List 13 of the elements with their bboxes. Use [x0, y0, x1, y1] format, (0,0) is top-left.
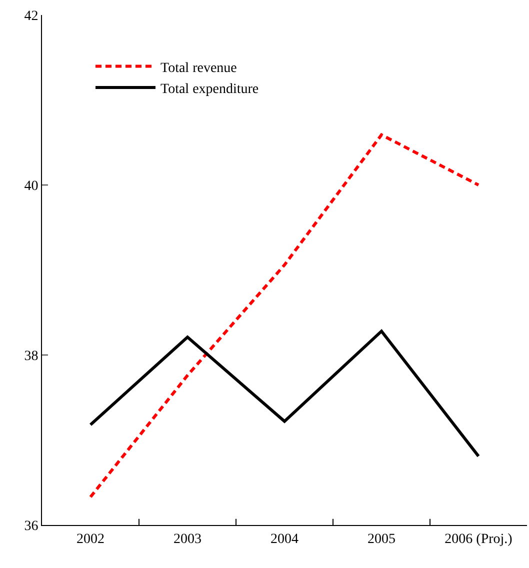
x-tick-label: 2003	[174, 532, 202, 547]
y-tick-label: 42	[24, 8, 38, 24]
legend-label: Total revenue	[160, 60, 237, 76]
line-series	[89, 330, 480, 458]
y-tick-label: 40	[24, 178, 38, 194]
x-tick-label: 2005	[368, 532, 396, 547]
x-tick-label: 2004	[270, 532, 298, 547]
y-tick-label: 36	[24, 518, 38, 534]
line-series	[89, 133, 480, 498]
legend-label: Total expenditure	[160, 82, 259, 97]
x-tick-label: 2006 (Proj.)	[444, 532, 513, 547]
x-tick-label: 2002	[76, 532, 104, 547]
y-tick-label: 38	[24, 348, 38, 364]
